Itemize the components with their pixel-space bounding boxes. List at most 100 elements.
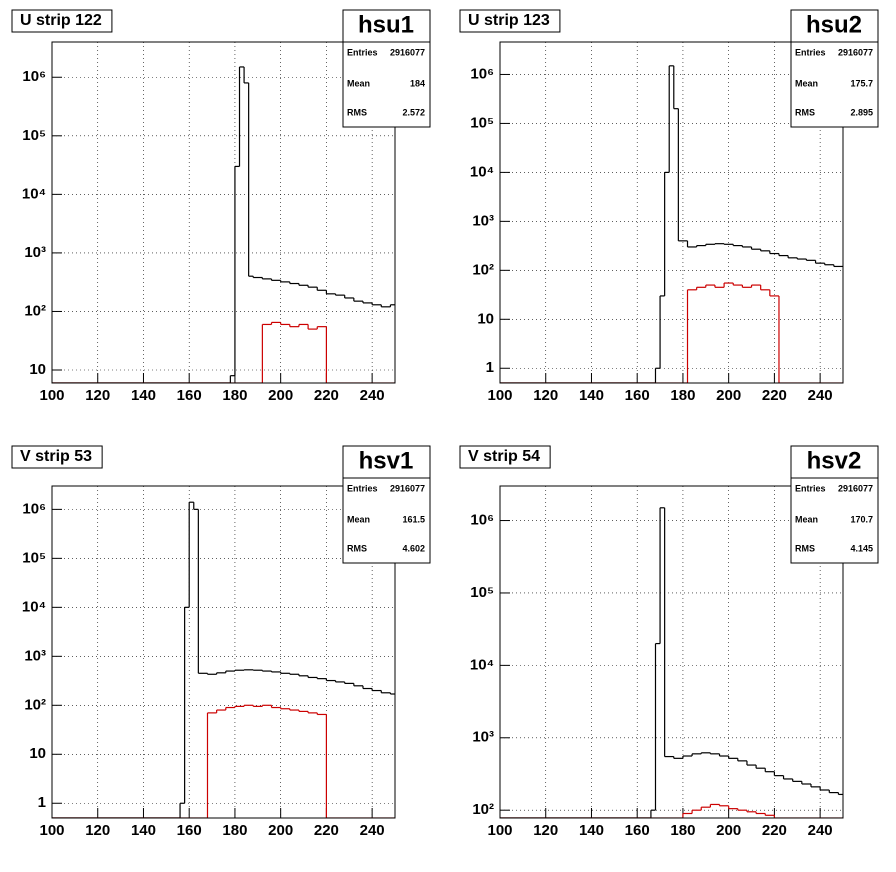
x-tick-label: 100	[39, 822, 64, 839]
y-tick-label: 10⁴	[22, 185, 46, 202]
y-tick-label: 10⁴	[470, 656, 494, 673]
x-tick-label: 200	[268, 387, 293, 404]
x-tick-label: 220	[762, 387, 787, 404]
stats-value: 2916077	[390, 47, 425, 57]
title-box	[459, 445, 551, 469]
y-tick-label: 10⁵	[22, 549, 46, 566]
pad: 100 120 140 160 180 200 220 240 1 10 10² 10³ 10⁴ 10⁵ 1…	[11, 445, 431, 839]
stats-value: 175.7	[850, 78, 873, 88]
stats-value: 2.895	[850, 107, 873, 117]
stats-box	[342, 445, 431, 564]
x-tick-label: 200	[268, 822, 293, 839]
stats-value: 2916077	[838, 47, 873, 57]
y-tick-label: 10²	[24, 696, 46, 713]
stats-value: 161.5	[402, 514, 425, 524]
stats-value: 170.7	[850, 514, 873, 524]
stats-value: 184	[410, 78, 425, 88]
y-tick-label: 10³	[24, 244, 46, 261]
y-tick-label: 10²	[472, 801, 494, 818]
plot-frame	[51, 485, 396, 819]
stats-label: Entries	[795, 483, 826, 493]
pad: 100 120 140 160 180 200 220 240 10² 10³ 10⁴ 10⁵ 10⁶ V…	[459, 445, 879, 839]
stats-label: Mean	[347, 78, 370, 88]
stats-label: Mean	[795, 514, 818, 524]
x-tick-label: 100	[487, 387, 512, 404]
stats-value: 4.145	[850, 543, 873, 553]
pad-title: U strip 123	[468, 12, 550, 29]
x-tick-label: 160	[625, 822, 650, 839]
stats-box	[790, 445, 879, 564]
stats-title: hsv2	[807, 447, 862, 474]
x-tick-label: 200	[716, 822, 741, 839]
pad: 100 120 140 160 180 200 220 240 1 10 10² 10³ 10⁴ 10⁵ 1…	[459, 9, 879, 404]
plot-frame	[51, 41, 396, 384]
stats-value: 2.572	[402, 107, 425, 117]
y-tick-label: 10	[29, 745, 46, 762]
y-tick-label: 10⁴	[22, 598, 46, 615]
x-tick-label: 180	[222, 387, 247, 404]
stats-title: hsv1	[359, 447, 414, 474]
stats-value: 2916077	[838, 483, 873, 493]
x-tick-label: 100	[39, 387, 64, 404]
plot-frame	[499, 41, 844, 384]
stats-label: RMS	[795, 107, 815, 117]
stats-box	[342, 9, 431, 128]
y-tick-label: 10³	[472, 212, 494, 229]
x-tick-label: 140	[579, 387, 604, 404]
histogram-plot	[500, 507, 843, 818]
x-tick-label: 120	[533, 822, 558, 839]
x-tick-label: 240	[808, 387, 833, 404]
x-tick-label: 240	[360, 387, 385, 404]
y-tick-label: 10⁵	[22, 127, 46, 144]
y-tick-label: 10⁵	[470, 584, 494, 601]
x-tick-label: 180	[222, 822, 247, 839]
title-box	[11, 9, 113, 33]
stats-box	[790, 9, 879, 128]
x-tick-label: 200	[716, 387, 741, 404]
title-box	[11, 445, 103, 469]
stats-label: Entries	[347, 483, 378, 493]
pad-title: V strip 54	[468, 448, 540, 465]
x-tick-label: 220	[314, 387, 339, 404]
y-tick-label: 10³	[472, 729, 494, 746]
x-tick-label: 120	[85, 387, 110, 404]
y-tick-label: 10⁶	[22, 500, 46, 517]
x-tick-label: 120	[533, 387, 558, 404]
x-tick-label: 220	[762, 822, 787, 839]
pad-title: V strip 53	[20, 448, 92, 465]
y-tick-label: 1	[486, 359, 494, 376]
stats-title: hsu1	[358, 11, 414, 38]
x-tick-label: 240	[360, 822, 385, 839]
stats-value: 2916077	[390, 483, 425, 493]
y-tick-label: 10⁶	[470, 512, 494, 529]
y-tick-label: 10³	[24, 647, 46, 664]
stats-label: Mean	[347, 514, 370, 524]
stats-label: RMS	[347, 107, 367, 117]
y-tick-label: 10⁶	[22, 68, 46, 85]
y-tick-label: 1	[38, 794, 46, 811]
y-tick-label: 10⁶	[470, 65, 494, 82]
stats-value: 4.602	[402, 543, 425, 553]
stats-label: RMS	[795, 543, 815, 553]
x-tick-label: 160	[177, 822, 202, 839]
pad: 100 120 140 160 180 200 220 240 10 10² 10³ 10⁴ 10⁵ 10…	[11, 9, 431, 404]
y-tick-label: 10²	[472, 261, 494, 278]
x-tick-label: 160	[625, 387, 650, 404]
stats-label: Entries	[795, 47, 826, 57]
x-tick-label: 140	[131, 822, 156, 839]
stats-label: RMS	[347, 543, 367, 553]
x-tick-label: 180	[670, 822, 695, 839]
x-tick-label: 180	[670, 387, 695, 404]
histogram-plot	[500, 65, 843, 383]
stats-label: Mean	[795, 78, 818, 88]
x-tick-label: 140	[131, 387, 156, 404]
stats-title: hsu2	[806, 11, 862, 38]
histogram-plot	[52, 66, 395, 383]
plot-frame	[499, 485, 844, 819]
stats-label: Entries	[347, 47, 378, 57]
histogram-plot	[52, 501, 395, 818]
x-tick-label: 220	[314, 822, 339, 839]
x-tick-label: 160	[177, 387, 202, 404]
y-tick-label: 10⁴	[470, 163, 494, 180]
